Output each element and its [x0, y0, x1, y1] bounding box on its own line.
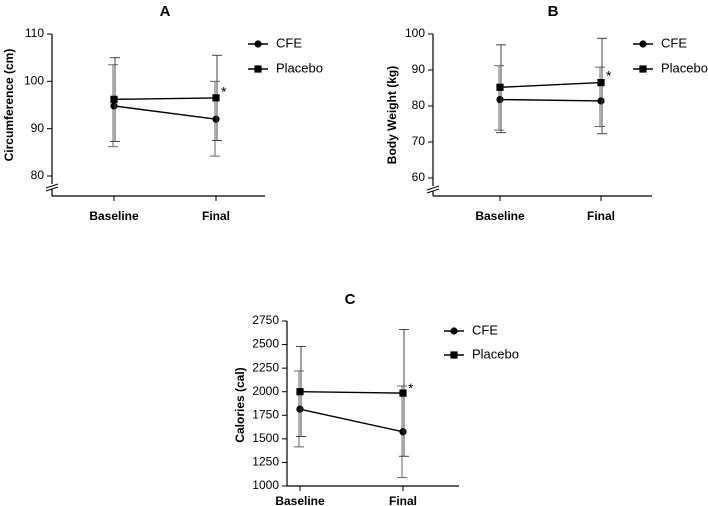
legend-label: Placebo	[276, 60, 323, 75]
data-point-square	[496, 83, 504, 91]
data-point-square	[110, 95, 118, 103]
chart-panel-c: C 1000 1250 1500 1750 2000 2250 2500 2750 Baselin…	[233, 291, 519, 506]
y-tick-label: 90	[31, 121, 45, 135]
data-point-circle	[496, 95, 504, 104]
panel-letter: C	[345, 291, 356, 308]
series-line	[499, 98, 602, 102]
legend-marker-square	[254, 65, 262, 73]
chart-panel-b: B 60 70 80 90 100 Baseline Final Body Weight (kg…	[385, 3, 708, 223]
y-axis-title: Body Weight (kg)	[385, 66, 399, 164]
legend-marker-square	[639, 65, 647, 73]
x-tick-label: Final	[202, 209, 230, 223]
data-point-circle	[212, 115, 220, 123]
y-tick-label: 2750	[252, 313, 279, 327]
series-line	[499, 81, 602, 88]
x-tick-label: Baseline	[475, 209, 525, 223]
y-tick-label: 90	[412, 62, 426, 76]
x-tick-label: Baseline	[89, 209, 139, 223]
data-point-circle	[296, 405, 304, 413]
y-tick-label: 1250	[252, 455, 279, 469]
y-tick-label: 100	[405, 26, 425, 40]
legend-marker-circle	[254, 40, 262, 48]
legend-marker-circle	[639, 40, 647, 48]
y-axis-title: Circumference (cm)	[2, 49, 16, 162]
y-tick-label: 60	[412, 170, 426, 184]
y-tick-label: 1500	[252, 431, 279, 445]
x-tick-label: Final	[587, 209, 615, 223]
y-tick-label: 1000	[252, 478, 279, 492]
series-cfe	[294, 370, 407, 479]
legend-label: CFE	[276, 35, 302, 50]
legend-label: CFE	[472, 322, 498, 337]
series-line	[113, 97, 217, 101]
y-tick-label: 2000	[252, 384, 279, 398]
legend-label: CFE	[661, 35, 687, 50]
legend-label: Placebo	[661, 60, 708, 75]
legend-label: Placebo	[472, 346, 519, 361]
series-line	[299, 391, 404, 394]
series-cfe	[494, 65, 605, 131]
data-point-square	[597, 79, 605, 87]
y-axis-title: Calories (cal)	[233, 367, 247, 442]
panel-letter: B	[548, 3, 559, 20]
data-point-circle	[399, 428, 407, 436]
data-point-circle	[110, 102, 118, 110]
legend-marker-square	[450, 351, 458, 359]
y-tick-label: 100	[24, 74, 44, 88]
y-tick-label: 1750	[252, 407, 279, 421]
chart-panel-a: A 80 90 100 110 Baseline Final Circumference (c…	[2, 3, 323, 223]
y-tick-label: 110	[25, 26, 44, 40]
series-line	[299, 408, 404, 433]
series-placebo	[110, 54, 222, 142]
data-point-square	[399, 389, 407, 397]
y-tick-label: 80	[412, 98, 426, 112]
axis-break-mark	[45, 183, 59, 189]
axis-break-mark	[426, 185, 440, 191]
axis-break-mark	[45, 186, 59, 192]
significance-asterisk: *	[408, 380, 414, 396]
series-placebo	[496, 37, 607, 135]
series-placebo	[296, 328, 409, 457]
x-tick-label: Final	[389, 494, 417, 506]
legend-marker-circle	[450, 327, 458, 335]
x-tick-label: Baseline	[275, 494, 325, 506]
axis-break-mark	[426, 188, 440, 194]
significance-asterisk: *	[606, 67, 612, 83]
panel-letter: A	[160, 3, 171, 20]
data-point-square	[212, 94, 220, 102]
data-point-circle	[597, 97, 605, 105]
y-tick-label: 80	[31, 168, 45, 182]
significance-asterisk: *	[221, 84, 227, 100]
series-line	[113, 105, 217, 120]
data-point-square	[296, 388, 304, 396]
y-tick-label: 2250	[252, 360, 279, 374]
y-tick-label: 70	[412, 134, 426, 148]
series-cfe	[108, 64, 220, 157]
y-tick-label: 2500	[252, 337, 279, 351]
